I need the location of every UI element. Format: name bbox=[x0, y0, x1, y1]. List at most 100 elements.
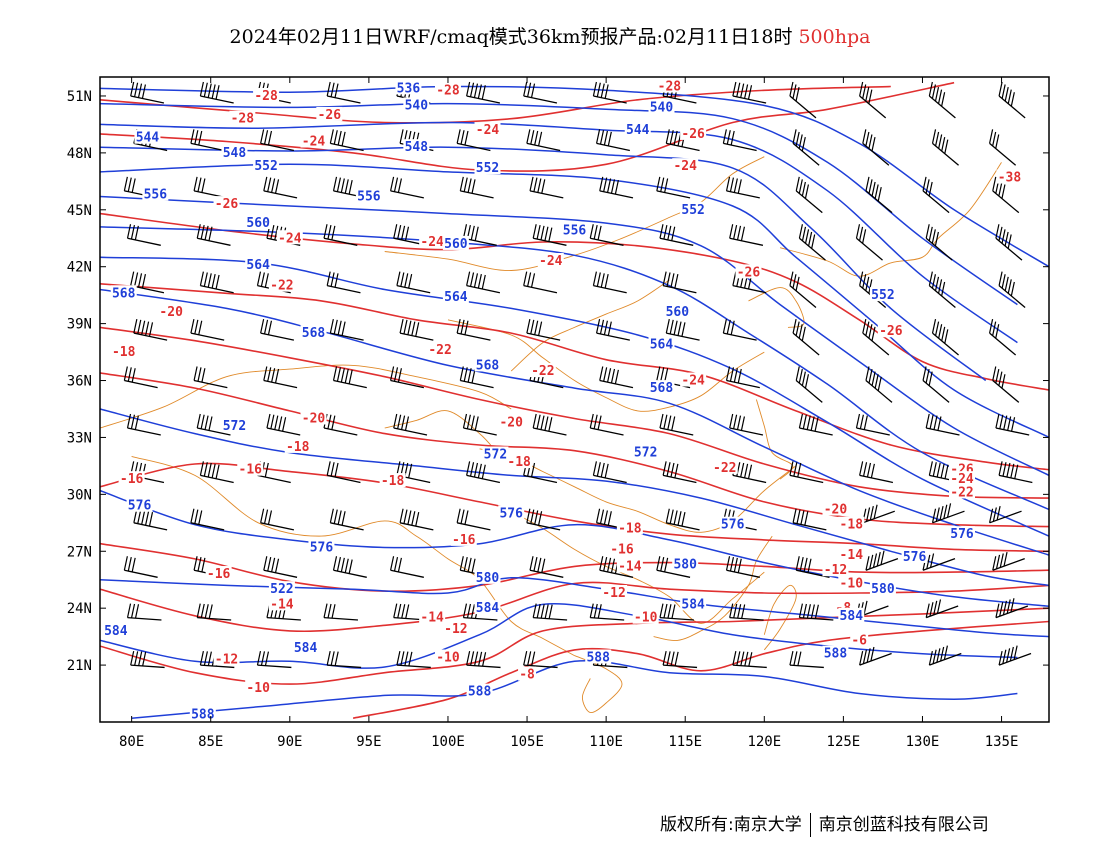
temp-label: -18 bbox=[840, 518, 864, 533]
lat-tick-label: 33N bbox=[67, 430, 92, 446]
wind-barb bbox=[326, 81, 361, 104]
wind-barb bbox=[126, 413, 161, 436]
height-contour-536 bbox=[100, 85, 1049, 268]
height-label: 568 bbox=[650, 381, 674, 396]
wind-barb bbox=[792, 129, 820, 166]
height-label: 536 bbox=[397, 81, 421, 96]
wind-barb bbox=[466, 81, 501, 104]
wind-barb bbox=[260, 508, 295, 531]
temp-label: -22 bbox=[270, 279, 293, 294]
temp-label: -8 bbox=[519, 668, 535, 683]
height-label: 560 bbox=[666, 305, 690, 320]
wind-barb bbox=[798, 413, 833, 436]
lon-tick-label: 115E bbox=[668, 734, 702, 750]
wind-barb bbox=[466, 271, 501, 294]
wind-barb bbox=[998, 81, 1026, 119]
temp-label: -10 bbox=[436, 651, 460, 666]
wind-barb bbox=[992, 176, 1020, 214]
lon-tick-label: 120E bbox=[747, 734, 781, 750]
wind-barb bbox=[995, 413, 1030, 436]
wind-barb bbox=[456, 508, 491, 531]
wind-barb bbox=[592, 461, 627, 484]
wind-barb bbox=[199, 81, 234, 104]
temp-label: -26 bbox=[681, 127, 705, 142]
temp-label: -14 bbox=[618, 559, 642, 574]
temp-label: -22 bbox=[428, 343, 451, 358]
lon-tick-label: 105E bbox=[510, 734, 544, 750]
wind-barb bbox=[589, 413, 624, 436]
lat-tick-label: 27N bbox=[67, 544, 92, 560]
height-label: 552 bbox=[681, 203, 704, 218]
temp-label: -20 bbox=[824, 503, 848, 518]
lat-tick-label: 24N bbox=[67, 601, 92, 617]
temp-label: -18 bbox=[618, 522, 642, 537]
wind-barb bbox=[592, 81, 627, 104]
wind-barbs bbox=[123, 81, 1033, 669]
wind-barb bbox=[855, 224, 883, 261]
temperature-contours bbox=[100, 81, 1049, 719]
height-label: 568 bbox=[302, 326, 326, 341]
temp-label: -14 bbox=[270, 597, 294, 612]
wind-barb bbox=[329, 129, 364, 152]
temp-label: -16 bbox=[120, 472, 144, 487]
map-title: 2024年02月11日WRF/cmaq模式36km预报产品:02月11日18时 5… bbox=[0, 22, 1100, 49]
wind-barb bbox=[260, 318, 295, 341]
wind-barb bbox=[656, 556, 691, 578]
wind-barb bbox=[789, 81, 817, 119]
wind-barb bbox=[722, 318, 757, 341]
wind-barb bbox=[995, 224, 1023, 261]
wind-barb bbox=[925, 599, 959, 619]
wind-barb bbox=[399, 508, 434, 531]
wind-barb bbox=[126, 603, 162, 621]
height-label: 556 bbox=[357, 190, 381, 205]
height-label: 576 bbox=[950, 527, 974, 542]
height-label: 588 bbox=[468, 685, 492, 700]
wind-barb bbox=[998, 645, 1032, 666]
wind-barb bbox=[928, 271, 956, 309]
wind-barb bbox=[992, 366, 1020, 403]
temp-label: -12 bbox=[602, 586, 625, 601]
wind-barb bbox=[196, 603, 232, 621]
height-label: 556 bbox=[563, 224, 587, 239]
wind-barb bbox=[595, 508, 630, 531]
temp-label: -24 bbox=[420, 235, 444, 250]
wind-barb bbox=[196, 224, 231, 246]
height-label: 522 bbox=[270, 582, 293, 597]
height-label: 556 bbox=[144, 188, 168, 203]
wind-barb bbox=[329, 508, 364, 531]
temp-contour-minus20 bbox=[100, 326, 1049, 499]
footer-right: 南京创蓝科技有限公司 bbox=[818, 815, 989, 835]
height-label: 584 bbox=[681, 597, 705, 612]
temp-contour-minus26 bbox=[100, 81, 955, 172]
lat-tick-label: 21N bbox=[67, 658, 92, 674]
wind-barb bbox=[862, 129, 890, 166]
wind-barb bbox=[989, 318, 1017, 356]
wind-barb bbox=[389, 176, 424, 199]
height-label: 584 bbox=[840, 609, 864, 624]
height-label: 552 bbox=[476, 161, 499, 176]
temp-label: -26 bbox=[215, 197, 239, 212]
wind-barb bbox=[526, 508, 561, 531]
wind-barb bbox=[798, 224, 826, 261]
temp-contour-minus10 bbox=[100, 607, 1049, 685]
temp-label: -10 bbox=[246, 681, 270, 696]
wind-barb bbox=[399, 318, 434, 341]
wind-barb bbox=[332, 176, 367, 199]
wind-barb bbox=[529, 556, 564, 578]
wind-barb bbox=[789, 461, 824, 484]
wind-barb bbox=[523, 81, 558, 104]
height-label: 568 bbox=[112, 286, 136, 301]
wind-barb bbox=[396, 271, 431, 294]
temp-label: -16 bbox=[207, 567, 231, 582]
wind-barb bbox=[722, 129, 757, 152]
wind-barb bbox=[995, 598, 1029, 619]
wind-barb bbox=[931, 318, 959, 356]
wind-barb bbox=[190, 129, 225, 152]
geographic-borders bbox=[100, 156, 1002, 714]
wind-barb bbox=[130, 81, 165, 104]
wind-barb bbox=[859, 646, 892, 666]
wind-barb bbox=[725, 366, 760, 389]
wind-barb bbox=[199, 461, 234, 484]
temp-label: -28 bbox=[658, 79, 682, 94]
